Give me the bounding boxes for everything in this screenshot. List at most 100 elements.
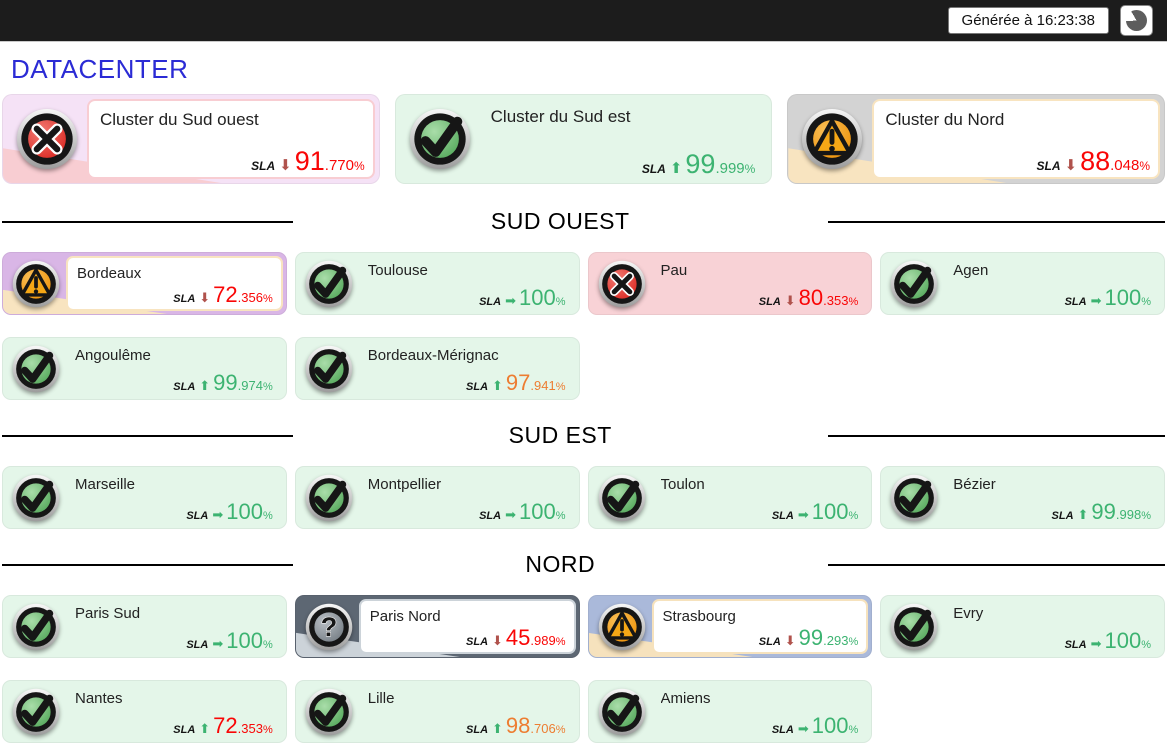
sla-value-decimals: .989: [530, 633, 556, 649]
card-body: Agen SLA 100%: [944, 255, 1159, 312]
ok-icon: [890, 260, 938, 308]
sla-percent-sign: %: [555, 510, 566, 523]
section-title: SUD OUEST: [490, 208, 630, 234]
sla-percent-sign: %: [262, 381, 273, 394]
status-card[interactable]: Paris Nord SLA 45.989%: [294, 595, 580, 658]
sla-value-integer: 100: [811, 713, 849, 739]
status-card[interactable]: Cluster du Sud est SLA 99.999%: [394, 94, 773, 184]
section-header: SUD OUEST: [2, 208, 1165, 235]
sla-percent-sign: %: [555, 724, 566, 737]
status-card[interactable]: Nantes SLA 72.353%: [2, 680, 287, 743]
sla-value-integer: 88: [1080, 145, 1111, 176]
section-header: SUD EST: [2, 422, 1165, 449]
card-body: Paris Nord SLA 45.989%: [358, 599, 576, 654]
status-card[interactable]: Toulon SLA 100%: [587, 466, 873, 529]
sla-value-decimals: .048: [1110, 156, 1140, 174]
clock-toggle-button[interactable]: [1120, 5, 1153, 36]
sla-readout: SLA 100%: [479, 500, 565, 524]
sla-percent-sign: %: [555, 636, 566, 649]
card-title: Cluster du Nord: [885, 110, 1005, 129]
status-card[interactable]: Bordeaux-Mérignac SLA 97.941%: [294, 337, 580, 400]
sla-readout: SLA 99.999%: [642, 149, 756, 178]
sla-label: SLA: [173, 381, 196, 394]
status-card[interactable]: Bézier SLA 99.998%: [880, 466, 1165, 529]
card-body: Angoulême SLA 99.974%: [66, 340, 281, 397]
status-card[interactable]: Bordeaux SLA 72.356%: [2, 252, 287, 315]
status-card[interactable]: Strasbourg SLA 99.293%: [587, 595, 873, 658]
card-title: Toulon: [660, 476, 705, 493]
status-card[interactable]: Agen SLA 100%: [880, 252, 1165, 315]
status-card[interactable]: Montpellier SLA 100%: [294, 466, 580, 529]
trend-right-icon: [1091, 636, 1102, 651]
sla-readout: SLA 100%: [772, 500, 858, 524]
status-card[interactable]: Pau SLA 80.353%: [587, 252, 873, 315]
sla-percent-sign: %: [1141, 510, 1151, 523]
card-body: Montpellier SLA 100%: [359, 469, 574, 526]
card-body: Lille SLA 98.706%: [359, 683, 574, 740]
status-card[interactable]: Amiens SLA 100%: [587, 680, 873, 743]
sla-value-integer: 100: [1104, 628, 1142, 654]
sla-percent-sign: %: [555, 381, 566, 394]
card-title: Angoulême: [75, 347, 151, 364]
sections-container: SUD OUEST Bordeaux SLA72.356% Toulouse S…: [2, 208, 1165, 743]
trend-up-icon: [492, 721, 503, 736]
ok-icon: [12, 603, 60, 651]
trend-up-icon: [199, 721, 210, 736]
section-rule-right: [827, 434, 1165, 437]
status-card[interactable]: Paris Sud SLA 100%: [2, 595, 287, 658]
sla-value-integer: 91: [294, 145, 325, 176]
sla-label: SLA: [173, 293, 196, 306]
sla-value-integer: 72: [213, 282, 238, 308]
sla-percent-sign: %: [1141, 639, 1151, 652]
sla-value-decimals: .999: [715, 159, 745, 177]
card-body: Nantes SLA 72.353%: [66, 683, 281, 740]
card-title: Strasbourg: [662, 608, 736, 625]
trend-up-icon: [492, 378, 503, 393]
trend-up-icon: [670, 160, 683, 177]
topbar: Générée à 16:23:38: [0, 0, 1167, 42]
sla-value-decimals: .998: [1115, 507, 1142, 523]
generated-time-button[interactable]: Générée à 16:23:38: [947, 7, 1109, 34]
trend-down-icon: [279, 157, 292, 174]
warning-icon: [801, 108, 863, 170]
status-card[interactable]: Angoulême SLA 99.974%: [2, 337, 287, 400]
sla-label: SLA: [173, 724, 196, 737]
sla-percent-sign: %: [262, 639, 273, 652]
card-title: Bordeaux: [77, 265, 142, 282]
sla-percent-sign: %: [848, 636, 859, 649]
card-title: Nantes: [75, 690, 123, 707]
section-rule-right: [827, 563, 1165, 566]
ok-icon: [12, 688, 60, 736]
clusters-grid: Cluster du Sud ouest SLA 91.770% Cluster …: [2, 94, 1165, 184]
sla-value-integer: 100: [226, 499, 263, 525]
sla-percent-sign: %: [848, 510, 859, 523]
trend-up-icon: [1078, 507, 1089, 522]
sla-value-decimals: .706: [530, 721, 556, 737]
error-icon: [598, 260, 646, 308]
ok-icon: [598, 688, 646, 736]
sla-readout: SLA 45.989%: [466, 626, 565, 650]
section-title: SUD EST: [508, 422, 612, 448]
section-rule-left: [2, 563, 293, 566]
sla-value-integer: 98: [505, 713, 531, 739]
pie-clock-icon: [1126, 10, 1147, 31]
sla-value-integer: 100: [1104, 285, 1142, 311]
status-card[interactable]: Cluster du Nord SLA 88.048%: [787, 94, 1165, 184]
status-card[interactable]: Evry SLA 100%: [880, 595, 1165, 658]
warning-icon: [12, 260, 60, 308]
status-card[interactable]: Toulouse SLA 100%: [294, 252, 580, 315]
status-card[interactable]: Marseille SLA 100%: [2, 466, 287, 529]
status-card[interactable]: Lille SLA 98.706%: [294, 680, 580, 743]
card-body: Bézier SLA 99.998%: [944, 469, 1159, 526]
sla-value-integer: 72: [213, 713, 238, 739]
trend-right-icon: [505, 293, 516, 308]
ok-icon: [409, 108, 471, 170]
card-title: Cluster du Sud est: [490, 107, 631, 126]
section-rule-left: [2, 434, 293, 437]
sla-value-integer: 100: [519, 499, 556, 525]
sla-value-integer: 80: [798, 285, 824, 311]
status-card[interactable]: Cluster du Sud ouest SLA 91.770%: [2, 94, 380, 184]
sla-value-integer: 99: [213, 370, 238, 396]
sla-readout: SLA 72.353%: [173, 714, 272, 738]
sla-label: SLA: [479, 510, 502, 523]
